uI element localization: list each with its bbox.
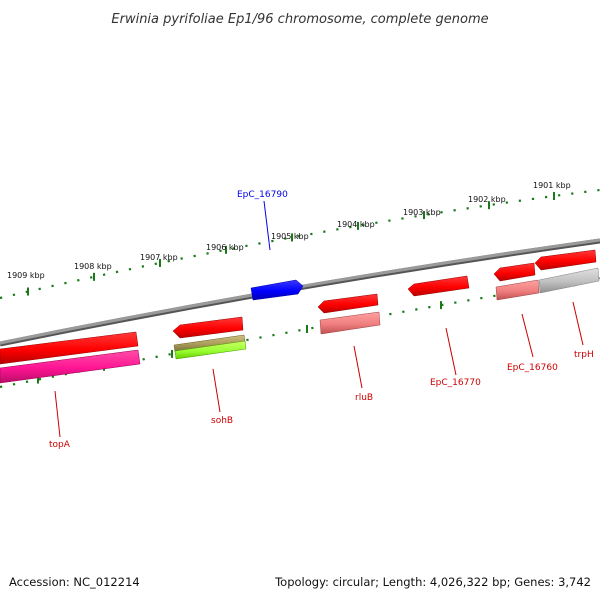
leader-epc-16790	[263, 200, 271, 251]
tick-label-1909: 1909 kbp	[7, 271, 45, 280]
tick-label-1905: 1905 kbp	[271, 232, 309, 241]
inner-tick-arc	[0, 276, 600, 389]
gene-label-sohb[interactable]: sohB	[211, 416, 233, 426]
feature-bar-sohb-green[interactable]	[174, 340, 247, 360]
feature-bar-trph-grey[interactable]	[538, 267, 600, 294]
gene-label-topa[interactable]: topA	[49, 440, 71, 450]
tick-label-1906: 1906 kbp	[206, 243, 244, 252]
genome-summary-text: Topology: circular; Length: 4,026,322 bp…	[274, 575, 591, 589]
leader-epc-16770	[445, 327, 457, 376]
gene-arrow-rlub[interactable]	[317, 293, 379, 314]
gene-label-epc-16770[interactable]: EpC_16770	[430, 378, 481, 388]
gene-label-epc-16790[interactable]: EpC_16790	[237, 190, 288, 200]
gene-arrow-trph[interactable]	[534, 249, 597, 271]
tick-label-1908: 1908 kbp	[74, 262, 112, 271]
leader-trph	[572, 301, 584, 346]
feature-bar-epc-16760-salmon[interactable]	[495, 279, 540, 301]
feature-bar-topa-pink[interactable]	[0, 349, 141, 384]
tick-label-1907: 1907 kbp	[140, 253, 178, 262]
gene-arrow-epc-16760[interactable]	[493, 262, 536, 282]
accession-text: Accession: NC_012214	[9, 575, 140, 589]
gene-label-rlub[interactable]: rluB	[355, 393, 373, 403]
outer-tick-arc	[0, 188, 600, 300]
gene-arrow-sohb[interactable]	[172, 316, 244, 339]
leader-rlub	[353, 345, 363, 389]
tick-label-1904: 1904 kbp	[337, 220, 375, 229]
map-title: Erwinia pyrifoliae Ep1/96 chromosome, co…	[111, 12, 488, 27]
gene-arrow-epc-16770[interactable]	[407, 275, 470, 297]
tick-label-1902: 1902 kbp	[468, 195, 506, 204]
leader-topa	[54, 390, 61, 438]
feature-bar-rlub-salmon[interactable]	[319, 311, 381, 335]
gene-label-epc-16760[interactable]: EpC_16760	[507, 363, 558, 373]
tick-label-1901: 1901 kbp	[533, 181, 571, 190]
gene-label-trph[interactable]: trpH	[574, 350, 594, 360]
gene-arrow-topa[interactable]	[0, 331, 139, 365]
tick-label-1903: 1903 kbp	[403, 208, 441, 217]
leader-sohb	[212, 368, 221, 413]
gene-arrow-epc-16790[interactable]	[250, 279, 304, 301]
leader-epc-16760	[521, 313, 534, 358]
